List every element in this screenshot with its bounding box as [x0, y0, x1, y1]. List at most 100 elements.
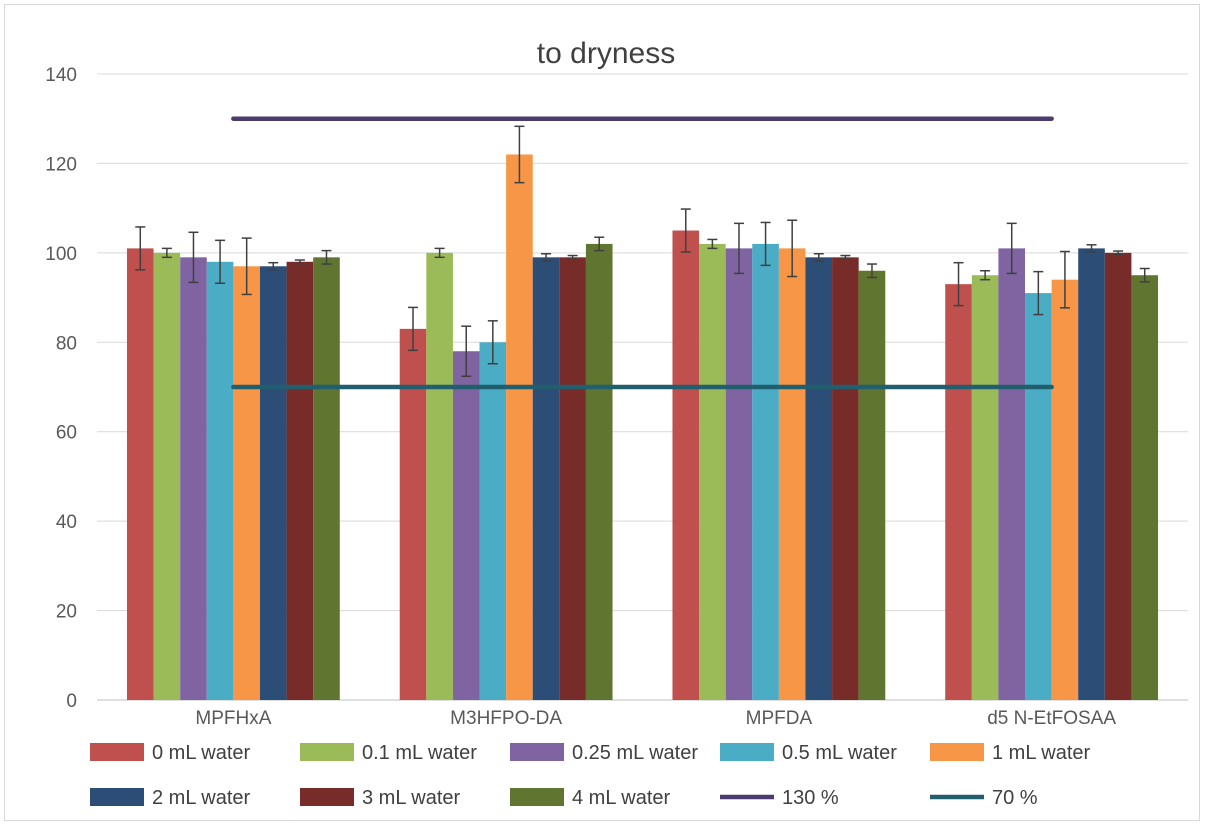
error-bar [1006, 222, 1017, 275]
y-axis-ticks: 0 20 40 60 80 100 120 140 [45, 65, 77, 712]
bar [858, 270, 886, 700]
legend-label: 0.1 mL water [362, 742, 477, 764]
error-bar [1086, 244, 1097, 253]
y-tick-label: 40 [56, 512, 77, 533]
bar [1025, 293, 1052, 700]
bar [1051, 279, 1079, 700]
legend-swatch [300, 788, 354, 806]
legend-swatch [510, 788, 564, 806]
error-bar [707, 238, 718, 250]
bar [313, 257, 340, 700]
legend-label: 3 mL water [362, 787, 461, 809]
bar [233, 266, 260, 700]
bar [832, 257, 859, 700]
chart-frame: to dryness 0 20 40 60 80 100 120 140 MPFHxA M3HF… [4, 4, 1200, 821]
error-bar [135, 226, 146, 271]
bar [752, 243, 779, 700]
legend-swatch [510, 743, 564, 761]
bar [945, 284, 972, 700]
bars [126, 154, 1159, 700]
bar [1131, 275, 1159, 700]
legend-swatch [90, 743, 144, 761]
x-category-label: M3HFPO-DA [450, 708, 562, 729]
error-bar [188, 231, 199, 284]
error-bar [215, 239, 226, 285]
error-bar [268, 261, 279, 271]
legend-item[interactable]: 2 mL water [90, 787, 251, 809]
bar [1078, 248, 1105, 700]
legend-label: 0.5 mL water [782, 742, 897, 764]
error-bar [980, 269, 991, 281]
bar [479, 342, 507, 700]
error-bar [680, 208, 691, 253]
legend-item[interactable]: 0.25 mL water [510, 742, 698, 764]
y-tick-label: 120 [45, 154, 77, 175]
y-tick-label: 0 [66, 691, 77, 712]
x-category-label: MPFHxA [195, 708, 271, 729]
error-bar [866, 263, 877, 279]
legend-label: 70 % [992, 787, 1038, 809]
bar [286, 261, 314, 700]
y-tick-label: 20 [56, 602, 77, 623]
legend-item[interactable]: 0.5 mL water [720, 742, 897, 764]
bar [506, 154, 533, 700]
legend-label: 0 mL water [152, 742, 251, 764]
legend-item[interactable]: 70 % [930, 787, 1038, 809]
error-bar [541, 253, 552, 262]
bar [206, 261, 234, 700]
bar [452, 351, 480, 700]
y-tick-label: 100 [45, 244, 77, 265]
error-bar [1139, 267, 1150, 283]
legend-swatch [720, 743, 774, 761]
reference-lines [231, 116, 1054, 390]
legend-item[interactable]: 0 mL water [90, 742, 251, 764]
bar [1104, 252, 1132, 700]
bar [153, 252, 181, 700]
error-bar [953, 261, 964, 307]
legend-label: 0.25 mL water [572, 742, 698, 764]
legend-item[interactable]: 3 mL water [300, 787, 461, 809]
error-bar [594, 236, 605, 252]
bar [426, 252, 453, 700]
chart-title: to dryness [537, 37, 675, 70]
error-bar [840, 254, 851, 260]
x-category-label: MPFDA [746, 708, 813, 729]
bar-chart: to dryness 0 20 40 60 80 100 120 140 MPFHxA M3HF… [45, 37, 1188, 809]
error-bar [733, 222, 744, 275]
error-bar [760, 221, 771, 267]
error-bar [321, 249, 332, 265]
error-bar [567, 254, 578, 260]
x-axis-categories: MPFHxA M3HFPO-DA MPFDA d5 N-EtFOSAA [195, 708, 1116, 729]
error-bar [1113, 250, 1124, 256]
bar [971, 275, 999, 700]
error-bar [241, 237, 252, 296]
legend[interactable]: 0 mL water 0.1 mL water 0.25 mL water 0.5 m… [90, 742, 1091, 809]
legend-item[interactable]: 0.1 mL water [300, 742, 477, 764]
bar [180, 257, 207, 700]
legend-item[interactable]: 4 mL water [510, 787, 671, 809]
bar [699, 243, 726, 700]
bar [725, 248, 753, 700]
error-bar [294, 259, 305, 265]
legend-item[interactable]: 130 % [720, 787, 839, 809]
bar [559, 257, 586, 700]
legend-label: 1 mL water [992, 742, 1091, 764]
error-bar [514, 125, 525, 184]
bar [672, 230, 700, 700]
legend-label: 4 mL water [572, 787, 671, 809]
bar [998, 248, 1026, 700]
legend-item[interactable]: 1 mL water [930, 742, 1091, 764]
x-category-label: d5 N-EtFOSAA [987, 708, 1116, 729]
bar [532, 257, 560, 700]
error-bar [813, 253, 824, 262]
error-bar [1059, 250, 1070, 309]
y-tick-label: 60 [56, 423, 77, 444]
legend-swatch [90, 788, 144, 806]
legend-label: 130 % [782, 787, 839, 809]
bar [585, 243, 613, 700]
legend-label: 2 mL water [152, 787, 251, 809]
error-bar [434, 247, 445, 259]
bar [778, 248, 806, 700]
error-bars [135, 125, 1150, 378]
error-bar [408, 306, 419, 352]
